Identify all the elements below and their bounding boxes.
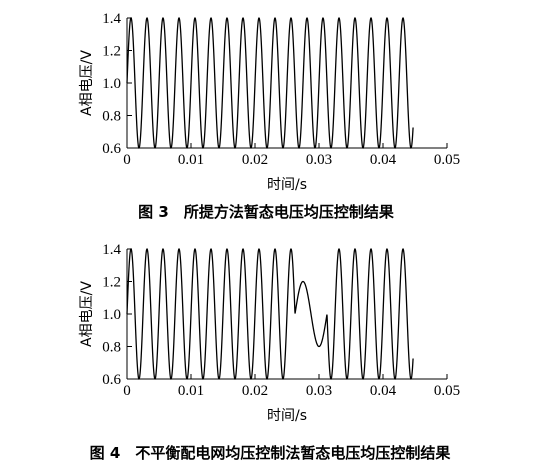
y-tick-label: 0.6 — [102, 141, 121, 157]
x-tick-label: 0.03 — [306, 383, 332, 399]
chart-voltage-unbalanced-method: 1.4 1.2 1.0 0.8 0.6 0 0.01 0.02 0.03 0.0… — [79, 242, 460, 462]
figure-caption: 图 4 不平衡配电网均压控制法暂态电压均压控制结果 — [90, 444, 452, 462]
chart-voltage-proposed-method: 1.4 1.2 1.0 0.8 0.6 0 0.01 0.02 0.03 0.0… — [79, 11, 460, 221]
y-tick-label: 1.4 — [102, 242, 121, 258]
x-tick-label: 0.02 — [242, 152, 268, 168]
y-axis-title: A相电压/V — [79, 50, 95, 116]
x-tick-label: 0.04 — [370, 383, 397, 399]
tick-labels: 1.4 1.2 1.0 0.8 0.6 0 0.01 0.02 0.03 0.0… — [102, 242, 460, 399]
tick-labels: 1.4 1.2 1.0 0.8 0.6 0 0.01 0.02 0.03 0.0… — [102, 11, 460, 168]
x-tick-label: 0.04 — [370, 152, 397, 168]
x-tick-label: 0 — [123, 152, 131, 168]
x-tick-label: 0.01 — [178, 152, 204, 168]
y-tick-label: 0.6 — [102, 372, 121, 388]
y-tick-label: 0.8 — [102, 109, 121, 125]
y-tick-label: 1.2 — [102, 44, 121, 60]
y-tick-label: 1.0 — [102, 76, 121, 92]
y-tick-label: 1.0 — [102, 307, 121, 323]
x-tick-label: 0.05 — [434, 383, 460, 399]
y-tick-label: 0.8 — [102, 340, 121, 356]
y-axis-title: A相电压/V — [79, 281, 95, 347]
x-tick-label: 0.02 — [242, 383, 268, 399]
y-tick-label: 1.4 — [102, 11, 121, 27]
y-tick-label: 1.2 — [102, 275, 121, 291]
x-axis-title: 时间/s — [267, 408, 307, 424]
x-tick-label: 0.05 — [434, 152, 460, 168]
x-tick-label: 0.01 — [178, 383, 204, 399]
figure-caption: 图 3 所提方法暂态电压均压控制结果 — [138, 203, 395, 221]
series-line-a-phase-voltage — [126, 17, 414, 149]
x-tick-label: 0 — [123, 383, 131, 399]
x-axis-title: 时间/s — [267, 177, 307, 193]
tick-marks — [126, 248, 448, 380]
series-line-a-phase-voltage — [126, 248, 414, 380]
x-tick-label: 0.03 — [306, 152, 332, 168]
